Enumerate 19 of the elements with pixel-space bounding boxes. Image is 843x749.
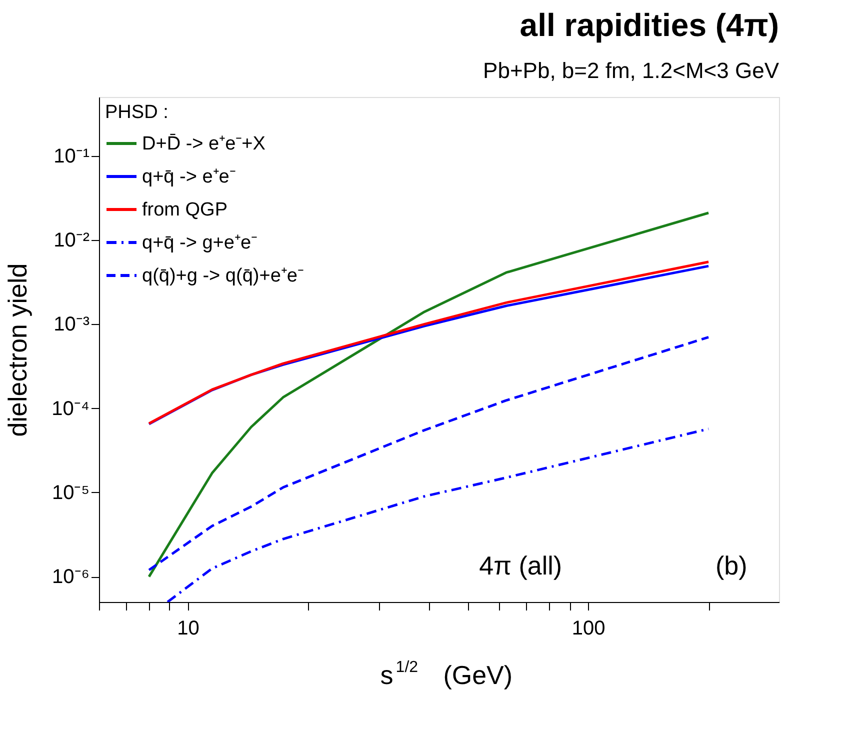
legend-label: from QGP: [142, 200, 228, 220]
x-tick-label: 100: [572, 618, 606, 640]
legend-title: PHSD :: [105, 102, 168, 123]
chart-subtitle: Pb+Pb, b=2 fm, 1.2<M<3 GeV: [483, 58, 780, 83]
y-axis-title: dielectron yield: [2, 263, 33, 437]
y-tick-label: 10⁻¹: [54, 145, 90, 168]
x-tick-label: 10: [177, 618, 200, 640]
legend-label: q(q̄)+g -> q(q̄)+e⁺e⁻: [142, 266, 304, 286]
annotation: 4π (all): [479, 550, 562, 581]
legend-label: q+q̄ -> e⁺e⁻: [142, 166, 236, 188]
y-tick-label: 10⁻²: [54, 229, 90, 252]
y-tick-label: 10⁻⁵: [52, 482, 90, 504]
y-tick-label: 10⁻³: [54, 314, 90, 336]
legend-label: D+D̄ -> e⁺e⁻+X: [142, 134, 266, 154]
annotation: (b): [716, 550, 748, 581]
chart-title: all rapidities (4π): [520, 7, 779, 43]
y-tick-label: 10⁻⁶: [52, 566, 90, 588]
y-tick-label: 10⁻⁴: [52, 398, 90, 420]
legend-label: q+q̄ -> g+e⁺e⁻: [142, 232, 258, 254]
